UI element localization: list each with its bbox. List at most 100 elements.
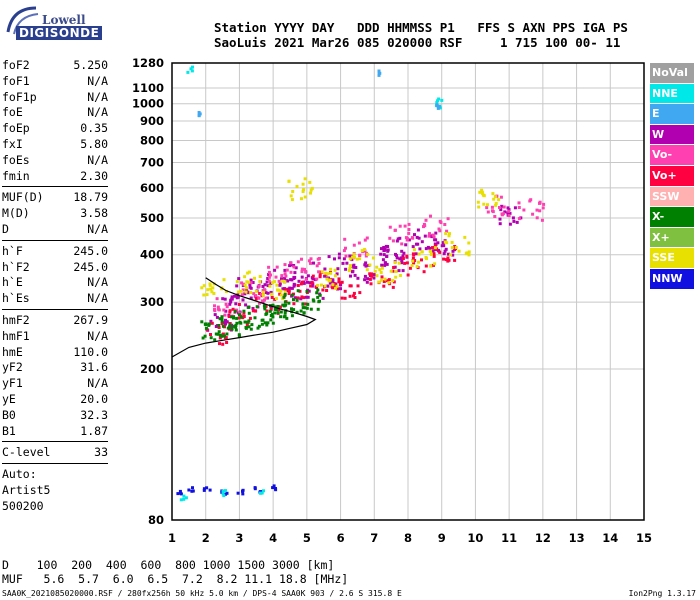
echo-point-vo [260, 299, 264, 303]
x-tick-label: 15 [636, 531, 652, 545]
echo-point-vo [388, 225, 392, 229]
panel-separator [2, 441, 108, 443]
echo-point-w [265, 280, 269, 284]
echo-point-vo [311, 274, 315, 278]
echo-point-w [354, 266, 358, 269]
echo-point-sse [482, 194, 486, 198]
echo-point-sse [491, 192, 495, 196]
echo-point-w [230, 323, 234, 327]
echo-point-w [261, 285, 265, 288]
echo-point-sse [239, 289, 243, 293]
echo-point-w [364, 261, 368, 265]
echo-point-vo [300, 257, 303, 261]
echo-point-w [222, 321, 226, 325]
echo-point-e [436, 106, 440, 110]
echo-point-w [248, 283, 252, 287]
echo-point-sse [202, 284, 206, 288]
echo-point-w [264, 291, 268, 294]
param-name: C-level [2, 445, 51, 460]
logo-swoosh-icon [6, 6, 39, 35]
echo-point-w [404, 243, 408, 247]
echo-point-sse [448, 232, 451, 236]
echo-point-w [401, 254, 405, 258]
echo-point-vo [542, 202, 546, 206]
echo-point-w [266, 284, 270, 288]
echo-point-nne [182, 497, 186, 501]
echo-point-w [281, 287, 285, 291]
echo-point-vo [287, 292, 291, 295]
echo-point-x [264, 312, 268, 316]
echo-point-w [297, 279, 301, 283]
x-tick-label: 12 [535, 531, 551, 545]
echo-point-w [269, 305, 273, 309]
echo-point-w [233, 294, 237, 298]
echo-point-vo [404, 236, 408, 240]
echo-point-sse [283, 290, 287, 294]
echo-point-sse [482, 202, 486, 206]
x-tick-label: 11 [501, 531, 517, 545]
echo-point-sse [358, 257, 362, 261]
echo-point-vo [269, 273, 272, 277]
echo-point-nne [190, 69, 194, 73]
param-row: fxI 5.80 [2, 137, 108, 153]
echo-point-vo [403, 261, 407, 265]
echo-point-w [289, 278, 293, 282]
echo-point-vo [529, 198, 533, 202]
echo-point-vo [392, 266, 396, 269]
echo-point-w [500, 204, 504, 208]
echo-point-vo [365, 236, 369, 240]
echo-point-w [224, 309, 228, 313]
echo-point-x [316, 307, 320, 311]
echo-point-w [382, 253, 386, 257]
x-tick-label: 1 [168, 531, 176, 545]
param-value: 3.58 [80, 206, 108, 221]
echo-point-x [220, 320, 224, 323]
y-tick-label: 700 [140, 155, 164, 169]
echo-point-w [382, 248, 386, 252]
echo-point-vo [225, 305, 229, 309]
echo-point-vo [228, 310, 232, 314]
echo-point-vo [353, 296, 357, 299]
echo-point-vo [343, 289, 347, 293]
echo-point-w [327, 255, 331, 259]
echo-point-sse [360, 249, 364, 253]
echo-point-w [508, 222, 512, 226]
x-tick-label: 9 [438, 531, 446, 545]
echo-point-w [434, 238, 438, 242]
echo-point-sse [366, 252, 370, 256]
panel-separator [2, 239, 108, 241]
echo-point-x [223, 334, 226, 338]
echo-point-vo [405, 238, 409, 242]
echo-point-nne [222, 494, 226, 498]
echo-point-w [352, 263, 356, 267]
echo-point-w [289, 263, 293, 267]
echo-point-sse [316, 283, 320, 287]
echo-point-sse [276, 288, 279, 292]
echo-point-vo [406, 273, 410, 277]
echo-point-vo [275, 265, 279, 269]
echo-point-vo [431, 246, 434, 250]
echo-point-e [198, 112, 202, 116]
x-tick-label: 8 [404, 531, 412, 545]
echo-point-w [507, 208, 511, 212]
echo-point-vo [393, 228, 397, 232]
x-tick-label: 10 [467, 531, 483, 545]
param-name: B1 [2, 423, 16, 438]
echo-point-e [435, 104, 439, 108]
echo-point-w [325, 284, 329, 288]
echo-point-sse [301, 182, 305, 186]
echo-point-sse [247, 270, 251, 274]
echo-point-vo [300, 270, 304, 274]
echo-point-sse [428, 249, 432, 253]
x-tick-label: 5 [303, 531, 311, 545]
software-version: Ion2Png 1.3.17 [628, 589, 696, 598]
echo-point-x [311, 298, 315, 302]
echo-point-sse [243, 283, 247, 287]
echo-point-w [228, 302, 232, 306]
echo-point-vo [224, 336, 228, 340]
echo-point-sse [378, 268, 382, 272]
echo-point-vo [446, 256, 450, 260]
param-value: 0.35 [80, 121, 108, 136]
echo-point-x [209, 336, 213, 340]
echo-point-w [379, 252, 383, 256]
